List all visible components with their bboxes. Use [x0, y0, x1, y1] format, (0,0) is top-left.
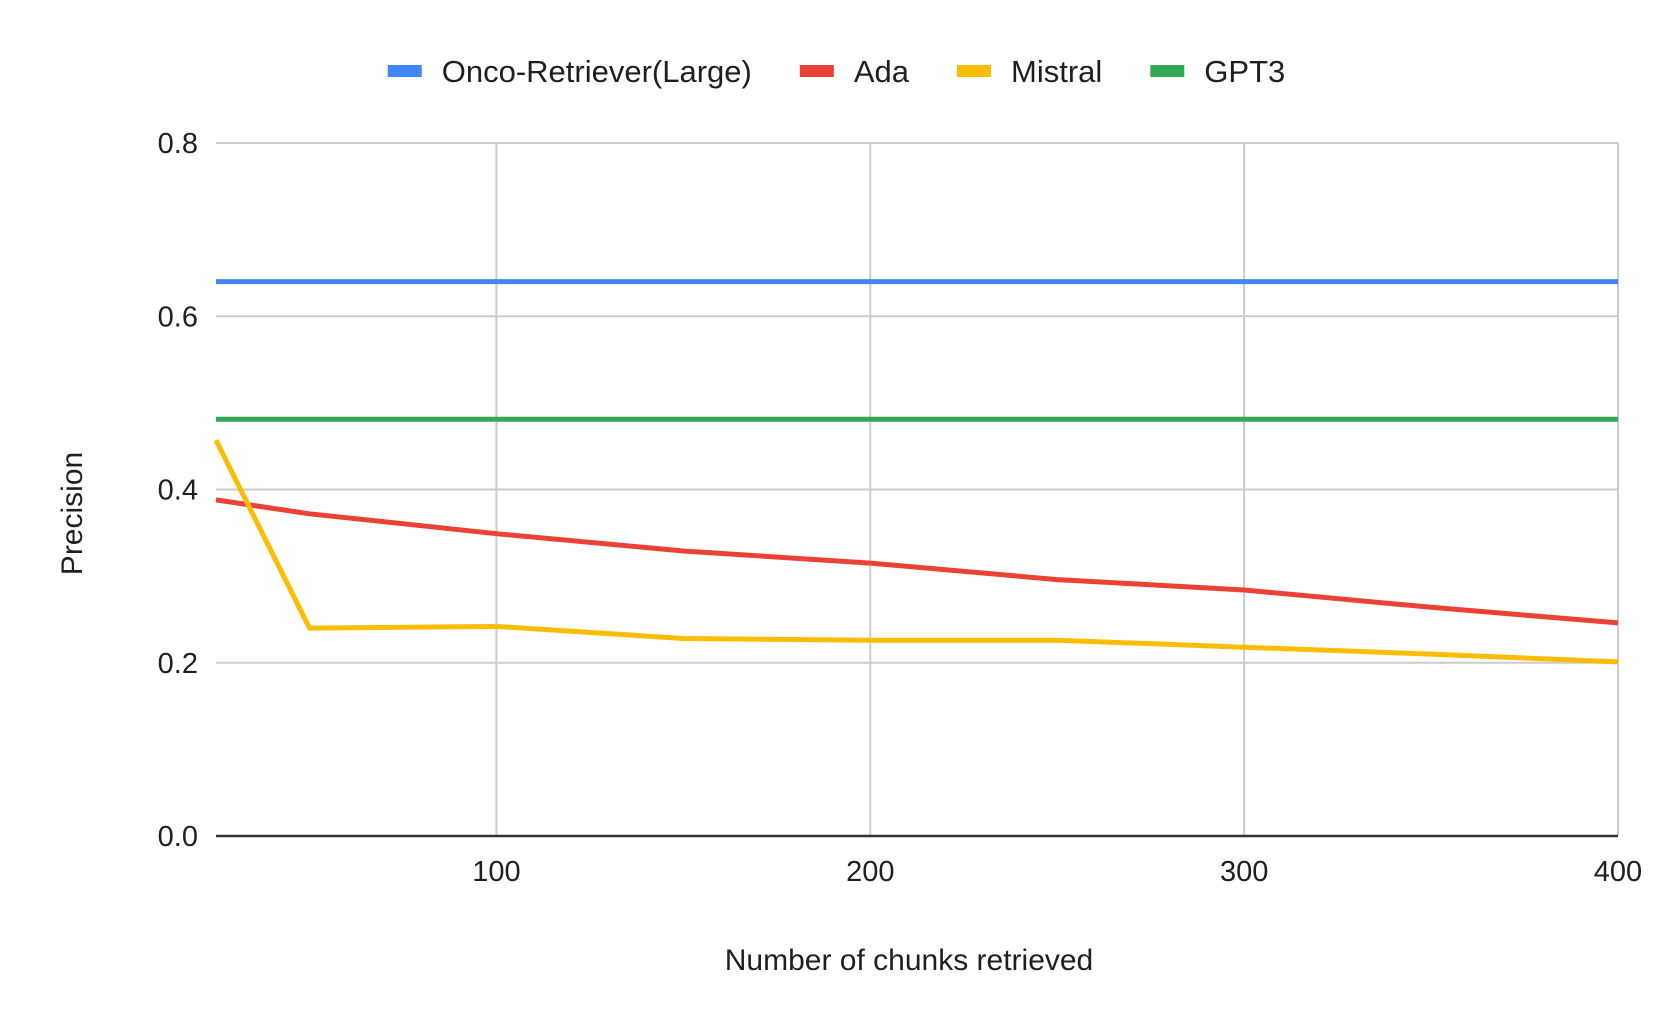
legend-item-onco-retriever-large: Onco-Retriever(Large) — [387, 54, 752, 89]
x-axis-title: Number of chunks retrieved — [725, 944, 1094, 977]
legend-swatch — [957, 65, 992, 77]
series-line-ada — [215, 497, 1619, 626]
x-tick-label: 100 — [472, 856, 520, 888]
legend-label: Ada — [854, 54, 910, 89]
axes: 0.0 0.2 0.4 0.6 0.8 100 200 300 400 — [158, 128, 1643, 888]
legend-swatch — [799, 65, 834, 77]
x-tick-label: 400 — [1594, 856, 1642, 888]
y-tick-label: 0.2 — [158, 648, 198, 680]
series-lines — [213, 279, 1619, 665]
legend-swatch — [1150, 65, 1185, 77]
x-tick-label: 300 — [1220, 856, 1268, 888]
legend-item-gpt3: GPT3 — [1150, 54, 1285, 89]
series-line-mistral — [213, 438, 1619, 665]
legend-label: GPT3 — [1204, 54, 1285, 89]
legend: Onco-Retriever(Large) Ada Mistral GPT3 — [387, 54, 1285, 89]
y-tick-label: 0.8 — [158, 128, 198, 160]
y-tick-label: 0.4 — [158, 475, 198, 507]
gridlines — [216, 142, 1619, 836]
y-tick-label: 0.6 — [158, 301, 198, 333]
y-tick-label: 0.0 — [158, 821, 198, 853]
legend-label: Onco-Retriever(Large) — [442, 54, 752, 89]
legend-item-mistral: Mistral — [957, 54, 1102, 89]
legend-swatch — [387, 65, 422, 77]
legend-item-ada: Ada — [799, 54, 910, 89]
y-axis-title: Precision — [56, 452, 89, 575]
legend-label: Mistral — [1011, 54, 1102, 89]
x-tick-label: 200 — [846, 856, 894, 888]
